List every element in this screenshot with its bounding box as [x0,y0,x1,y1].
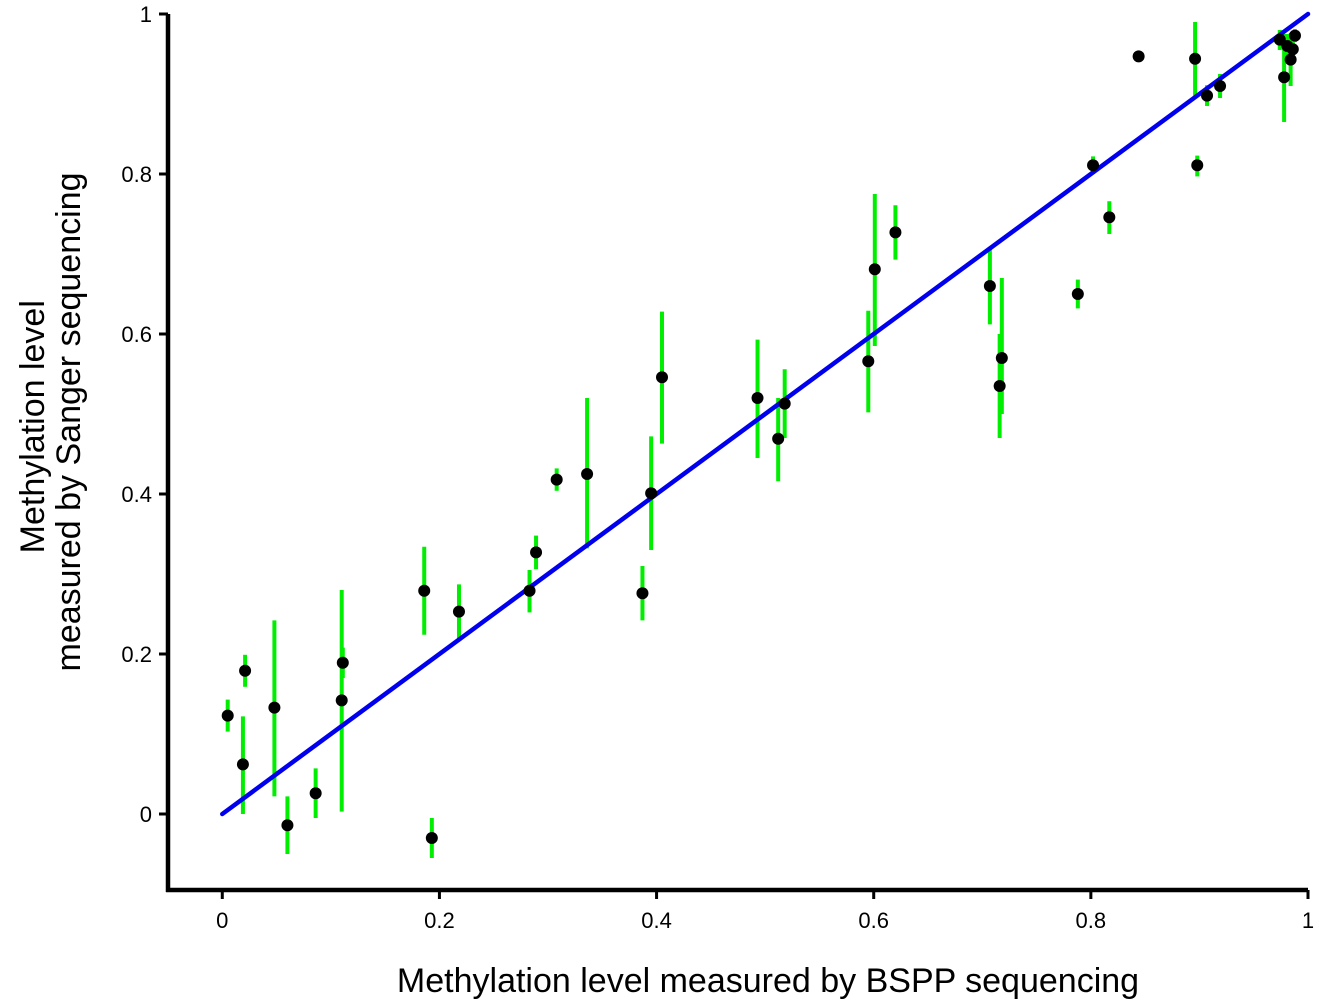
data-point [1191,159,1204,172]
data-point [778,397,791,410]
data-point [868,263,881,276]
x-tick-label: 0.6 [858,908,889,933]
y-tick-label: 1 [140,2,152,27]
data-point [1103,211,1116,224]
data-point [268,701,281,714]
data-point [221,709,234,722]
fit-line [220,11,1311,817]
data-point [995,352,1008,364]
data-point [636,587,649,600]
data-point [452,605,465,618]
data-point [336,656,349,669]
data-point [425,832,438,844]
data-points [221,29,1301,844]
data-point [645,487,658,500]
data-point [523,584,536,597]
ticks: 0 0.2 0.4 0.6 0.8 1 0 0.2 0.4 0.6 0.8 1 [121,2,1314,933]
data-point [281,819,294,832]
data-point [418,584,431,597]
x-tick-label: 1 [1302,908,1314,933]
data-point [1132,50,1145,63]
data-point [993,380,1006,392]
axes [165,14,1308,893]
data-point [983,280,996,292]
data-point [1278,71,1291,84]
data-point [239,664,252,677]
data-point [530,546,543,559]
y-tick-label: 0.6 [121,322,152,347]
x-tick-label: 0.8 [1076,908,1107,933]
x-tick-label: 0 [216,908,228,933]
data-point [1286,43,1299,56]
data-point [309,787,322,800]
y-tick-label: 0 [140,802,152,827]
data-point [656,371,668,384]
data-point [862,355,875,368]
data-point [1189,52,1202,65]
y-axis-title-line-2: measured by Sanger sequencing [50,173,88,672]
data-point [889,226,902,239]
data-point [1087,159,1100,172]
y-tick-label: 0.4 [121,482,152,507]
data-point [236,758,249,771]
data-point [1214,80,1227,92]
data-point [581,468,594,480]
y-axis-title: Methylation level measured by Sanger seq… [14,173,88,672]
y-axis-title-line-1: Methylation level [14,300,52,553]
data-point [751,392,764,404]
data-point [1071,288,1084,300]
data-point [1288,29,1301,42]
data-point [772,432,785,445]
x-tick-label: 0.4 [641,908,672,933]
error-bars [225,22,1297,858]
data-point [1201,89,1214,102]
data-point [335,694,348,707]
x-tick-label: 0.2 [424,908,455,933]
data-point [550,473,563,486]
data-point [1284,53,1297,66]
y-tick-label: 0.2 [121,642,152,667]
y-tick-label: 0.8 [121,162,152,187]
x-axis-title: Methylation level measured by BSPP seque… [397,962,1139,1000]
